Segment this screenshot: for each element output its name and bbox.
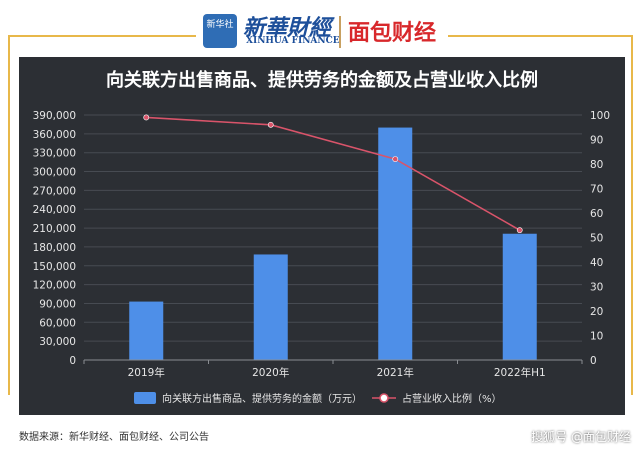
ratio-point bbox=[516, 227, 523, 234]
right-axis-tick-label: 40 bbox=[590, 257, 603, 269]
left-axis-tick-label: 270,000 bbox=[33, 185, 76, 197]
left-axis-tick-label: 330,000 bbox=[33, 148, 76, 160]
data-source-note: 数据来源：新华财经、面包财经、公司公告 bbox=[19, 432, 209, 443]
left-axis-tick-label: 180,000 bbox=[33, 242, 76, 254]
xinhua-logo-icon: 新华社 bbox=[203, 14, 237, 48]
gold-rule-vertical-right bbox=[631, 35, 633, 395]
right-axis-tick-label: 80 bbox=[590, 159, 603, 171]
ratio-line bbox=[146, 116, 521, 231]
ratio-point bbox=[392, 156, 399, 162]
chart-title: 向关联方出售商品、提供劳务的金额及占营业收入比例 bbox=[106, 70, 538, 91]
right-axis-tick-label: 10 bbox=[590, 331, 603, 343]
bar bbox=[502, 233, 537, 360]
left-axis-tick-label: 90,000 bbox=[39, 298, 76, 310]
ratio-point bbox=[267, 121, 274, 128]
left-axis-tick-label: 0 bbox=[69, 355, 76, 367]
legend-line-label: 占营业收入比例（%） bbox=[402, 392, 502, 405]
left-axis-tick-label: 60,000 bbox=[39, 317, 76, 329]
left-axis-tick-label: 390,000 bbox=[33, 110, 76, 122]
line-layer bbox=[143, 114, 523, 234]
bar bbox=[129, 301, 164, 360]
left-axis-tick-label: 300,000 bbox=[33, 167, 76, 179]
left-axis-tick-label: 240,000 bbox=[33, 204, 76, 216]
x-axis-tick-label: 2022年H1 bbox=[494, 366, 546, 379]
legend-bar-swatch bbox=[134, 392, 156, 404]
right-axis-tick-label: 20 bbox=[590, 306, 603, 318]
xinhua-logo-label: 新华社 bbox=[206, 20, 234, 30]
x-axis-tick-label: 2020年 bbox=[252, 366, 289, 379]
left-axis-tick-label: 30,000 bbox=[39, 336, 76, 348]
xinhua-finance-logo-text: 新華財經 bbox=[243, 15, 332, 41]
left-axis-tick-label: 360,000 bbox=[33, 129, 76, 141]
right-axis-tick-label: 30 bbox=[590, 282, 603, 294]
right-axis-tick-label: 90 bbox=[590, 135, 603, 147]
gold-rule-vertical-left bbox=[8, 35, 10, 395]
header-logos: 新华社 新華財經 XINHUA FINANCE 面包财经 bbox=[0, 8, 641, 48]
ratio-point bbox=[143, 114, 150, 121]
x-axis-tick-label: 2021年 bbox=[377, 366, 414, 379]
left-axis-tick-label: 120,000 bbox=[33, 280, 76, 292]
legend-layer: 向关联方出售商品、提供劳务的金额（万元） 占营业收入比例（%） bbox=[134, 392, 502, 405]
right-axis-tick-label: 0 bbox=[590, 355, 597, 367]
gold-rule-right bbox=[448, 35, 633, 37]
mianbao-finance-logo: 面包财经 bbox=[348, 21, 437, 46]
right-axis-tick-label: 70 bbox=[590, 184, 603, 196]
right-axis-tick-label: 50 bbox=[590, 233, 603, 245]
bar-layer bbox=[129, 127, 537, 360]
gold-rule-left bbox=[8, 35, 196, 37]
bar bbox=[378, 127, 413, 360]
x-axis-tick-label: 2019年 bbox=[128, 366, 165, 379]
legend-bar-label: 向关联方出售商品、提供劳务的金额（万元） bbox=[162, 392, 362, 405]
xinhua-finance-logo-sub: XINHUA FINANCE bbox=[246, 36, 340, 46]
right-axis-tick-label: 60 bbox=[590, 208, 603, 220]
watermark: 搜狐号 @面包财经 bbox=[531, 430, 631, 444]
right-axis-tick-label: 100 bbox=[590, 110, 610, 122]
left-axis-tick-label: 210,000 bbox=[33, 223, 76, 235]
legend-line-marker bbox=[379, 393, 389, 403]
bar bbox=[253, 254, 288, 360]
logo-separator bbox=[339, 16, 341, 48]
left-axis-tick-label: 150,000 bbox=[33, 261, 76, 273]
axis-layer: 0 30,000 60,000 90,000 120,000 150,000 180,000… bbox=[33, 110, 610, 379]
